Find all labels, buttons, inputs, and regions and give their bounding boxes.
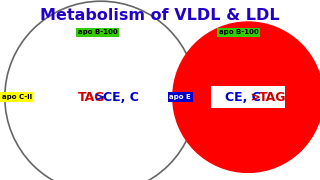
Text: >: > [246,91,265,104]
Text: TAG: TAG [259,91,286,104]
Ellipse shape [173,22,320,172]
Text: TAG: TAG [78,91,105,104]
Text: >: > [90,91,110,104]
Text: apo B-100: apo B-100 [78,29,117,35]
Text: CE, C: CE, C [225,91,261,104]
Text: Metabolism of VLDL & LDL: Metabolism of VLDL & LDL [40,8,280,23]
Text: apo C-II: apo C-II [2,94,32,100]
FancyBboxPatch shape [211,86,285,108]
Text: apo B-100: apo B-100 [219,29,258,35]
Text: CE, C: CE, C [103,91,139,104]
Text: apo E: apo E [169,94,191,100]
Ellipse shape [5,1,197,180]
